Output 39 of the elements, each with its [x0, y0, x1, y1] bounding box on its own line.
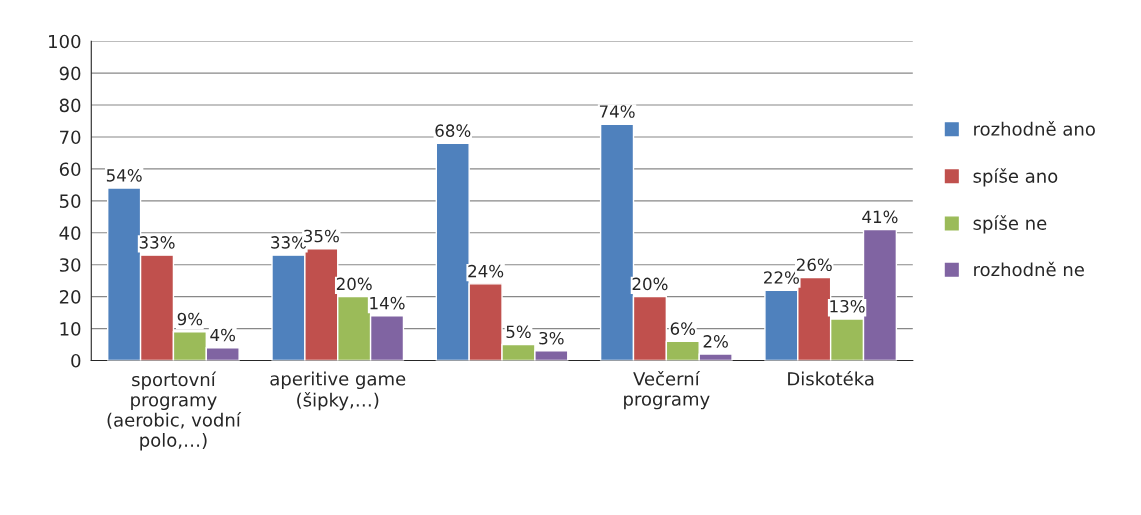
- legend-label: rozhodně ne: [974, 261, 1084, 277]
- data-label: 3%: [539, 331, 564, 345]
- data-label: 5%: [506, 325, 531, 339]
- data-label: 54%: [106, 169, 142, 182]
- legend-label: spíše ano: [973, 168, 1058, 187]
- y-tick-label: 30: [59, 258, 81, 272]
- x-tick-label: aperitive game (šipky,…): [270, 371, 406, 411]
- data-label: 35%: [304, 229, 339, 243]
- data-label: 24%: [468, 264, 504, 278]
- x-tick-label: sportovní programy (aerobic, vodní polo,…): [107, 371, 242, 451]
- data-label: 9%: [177, 312, 203, 326]
- legend-label: spíše ne: [973, 215, 1047, 234]
- data-label: 41%: [862, 210, 898, 224]
- data-label: 74%: [599, 105, 635, 118]
- x-tick-label: Diskotéka: [788, 370, 874, 386]
- y-tick-label: 90: [59, 66, 81, 81]
- data-label: 13%: [830, 299, 865, 313]
- y-tick-label: 0: [71, 353, 81, 368]
- data-label: 20%: [632, 277, 668, 291]
- data-label: 4%: [210, 328, 236, 342]
- y-tick-label: 40: [59, 226, 81, 240]
- y-tick-label: 60: [59, 162, 81, 177]
- legend-label: rozhodně ano: [974, 121, 1095, 136]
- data-label: 2%: [703, 335, 728, 348]
- y-tick-label: 10: [60, 322, 81, 336]
- y-tick-label: 70: [60, 130, 81, 145]
- data-label: 26%: [796, 258, 832, 272]
- data-label: 68%: [435, 124, 471, 137]
- data-label: 22%: [764, 271, 799, 284]
- x-tick-label: Večerní programy: [624, 370, 710, 410]
- data-label: 33%: [271, 236, 307, 249]
- data-label: 20%: [336, 277, 372, 291]
- y-tick-label: 20: [59, 290, 81, 304]
- data-label: 14%: [370, 296, 405, 310]
- y-tick-label: 50: [59, 194, 81, 208]
- y-tick-label: 80: [59, 98, 81, 113]
- data-label: 6%: [670, 322, 696, 335]
- data-label: 33%: [139, 236, 175, 249]
- y-tick-label: 100: [49, 34, 81, 49]
